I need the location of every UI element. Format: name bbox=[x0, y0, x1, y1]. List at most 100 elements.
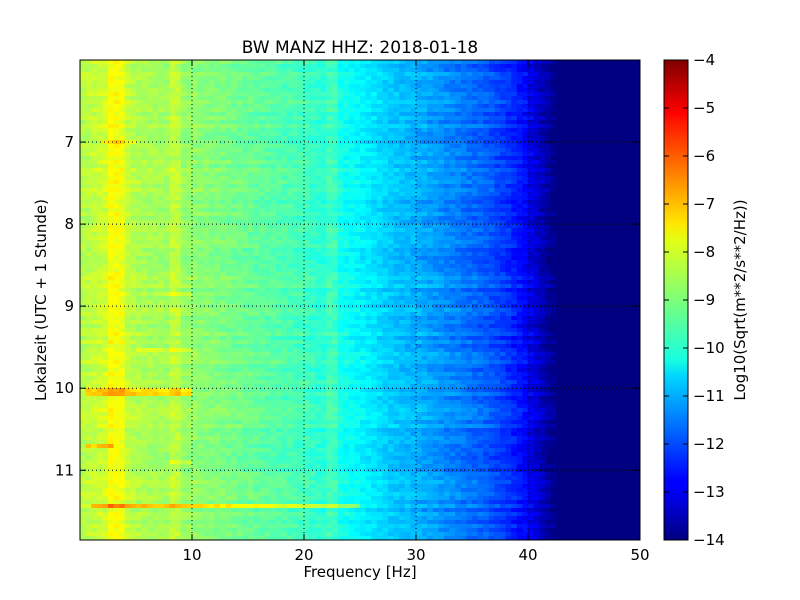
heatmap-cell bbox=[264, 244, 271, 249]
heatmap-cell bbox=[119, 212, 126, 217]
heatmap-cell bbox=[136, 244, 142, 249]
heatmap-cell bbox=[376, 116, 383, 121]
heatmap-cell bbox=[466, 104, 473, 109]
heatmap-cell bbox=[511, 120, 518, 125]
heatmap-cell bbox=[393, 236, 400, 241]
heatmap-cell bbox=[572, 256, 579, 261]
heatmap-cell bbox=[494, 116, 501, 121]
heatmap-cell bbox=[404, 108, 411, 113]
heatmap-cell bbox=[544, 192, 551, 197]
heatmap-cell bbox=[404, 80, 411, 85]
heatmap-cell bbox=[242, 212, 249, 217]
heatmap-cell bbox=[371, 124, 378, 129]
heatmap-cell bbox=[572, 84, 579, 89]
heatmap-cell bbox=[634, 132, 640, 137]
heatmap-cell bbox=[567, 120, 574, 125]
heatmap-cell bbox=[483, 128, 490, 133]
heatmap-cell bbox=[242, 248, 249, 253]
heatmap-cell bbox=[455, 240, 462, 245]
heatmap-cell bbox=[91, 112, 98, 117]
heatmap-cell bbox=[337, 168, 344, 173]
heatmap-cell bbox=[556, 120, 562, 125]
heatmap-cell bbox=[264, 168, 271, 173]
heatmap-cell bbox=[488, 68, 495, 73]
heatmap-cell bbox=[533, 172, 540, 177]
heatmap-cell bbox=[404, 64, 411, 69]
heatmap-cell bbox=[80, 228, 86, 233]
heatmap-cell bbox=[281, 168, 288, 173]
heatmap-cell bbox=[427, 164, 434, 169]
heatmap-cell bbox=[550, 176, 557, 181]
heatmap-cell bbox=[505, 208, 512, 213]
heatmap-cell bbox=[382, 248, 389, 253]
heatmap-cell bbox=[404, 240, 411, 245]
heatmap-cell bbox=[371, 120, 378, 125]
heatmap-cell bbox=[466, 256, 473, 261]
heatmap-cell bbox=[147, 196, 154, 201]
heatmap-cell bbox=[483, 212, 490, 217]
heatmap-cell bbox=[315, 212, 322, 217]
heatmap-cell bbox=[85, 148, 92, 153]
heatmap-cell bbox=[528, 68, 534, 73]
heatmap-cell bbox=[483, 76, 490, 81]
heatmap-cell bbox=[304, 112, 310, 117]
heatmap-cell bbox=[382, 148, 389, 153]
heatmap-cell bbox=[343, 116, 350, 121]
heatmap-cell bbox=[96, 192, 103, 197]
heatmap-cell bbox=[472, 100, 478, 105]
heatmap-cell bbox=[533, 208, 540, 213]
heatmap-cell bbox=[214, 244, 221, 249]
heatmap-cell bbox=[192, 220, 198, 225]
heatmap-cell bbox=[203, 248, 210, 253]
heatmap-cell bbox=[242, 208, 249, 213]
heatmap-cell bbox=[248, 208, 254, 213]
heatmap-cell bbox=[315, 208, 322, 213]
heatmap-cell bbox=[477, 112, 484, 117]
heatmap-cell bbox=[584, 196, 590, 201]
heatmap-cell bbox=[472, 252, 478, 257]
heatmap-cell bbox=[572, 92, 579, 97]
heatmap-cell bbox=[192, 228, 198, 233]
heatmap-cell bbox=[96, 172, 103, 177]
heatmap-cell bbox=[550, 212, 557, 217]
heatmap-cell bbox=[220, 232, 226, 237]
heatmap-cell bbox=[483, 208, 490, 213]
heatmap-cell bbox=[130, 60, 137, 65]
heatmap-cell bbox=[248, 152, 254, 157]
heatmap-cell bbox=[438, 64, 445, 69]
heatmap-cell bbox=[91, 140, 98, 145]
heatmap-cell bbox=[544, 188, 551, 193]
heatmap-cell bbox=[276, 152, 282, 157]
heatmap-cell bbox=[113, 176, 120, 181]
heatmap-cell bbox=[500, 132, 506, 137]
heatmap-cell bbox=[192, 152, 198, 157]
heatmap-cell bbox=[432, 212, 439, 217]
heatmap-cell bbox=[628, 80, 635, 85]
heatmap-cell bbox=[556, 172, 562, 177]
heatmap-cell bbox=[304, 188, 310, 193]
heatmap-cell bbox=[242, 64, 249, 69]
heatmap-cell bbox=[264, 224, 271, 229]
heatmap-cell bbox=[264, 212, 271, 217]
heatmap-cell bbox=[528, 224, 534, 229]
heatmap-cell bbox=[438, 80, 445, 85]
heatmap-cell bbox=[528, 192, 534, 197]
heatmap-cell bbox=[410, 140, 417, 145]
heatmap-cell bbox=[427, 200, 434, 205]
heatmap-cell bbox=[432, 88, 439, 93]
heatmap-cell bbox=[360, 80, 366, 85]
heatmap-cell bbox=[494, 168, 501, 173]
heatmap-cell bbox=[253, 216, 260, 221]
heatmap-cell bbox=[533, 252, 540, 257]
heatmap-cell bbox=[108, 224, 114, 229]
heatmap-cell bbox=[572, 200, 579, 205]
heatmap-cell bbox=[533, 96, 540, 101]
heatmap-cell bbox=[371, 112, 378, 117]
heatmap-cell bbox=[248, 240, 254, 245]
heatmap-cell bbox=[309, 208, 316, 213]
heatmap-cell bbox=[472, 156, 478, 161]
heatmap-cell bbox=[102, 164, 109, 169]
heatmap-cell bbox=[242, 120, 249, 125]
heatmap-cell bbox=[180, 144, 187, 149]
heatmap-cell bbox=[287, 132, 294, 137]
